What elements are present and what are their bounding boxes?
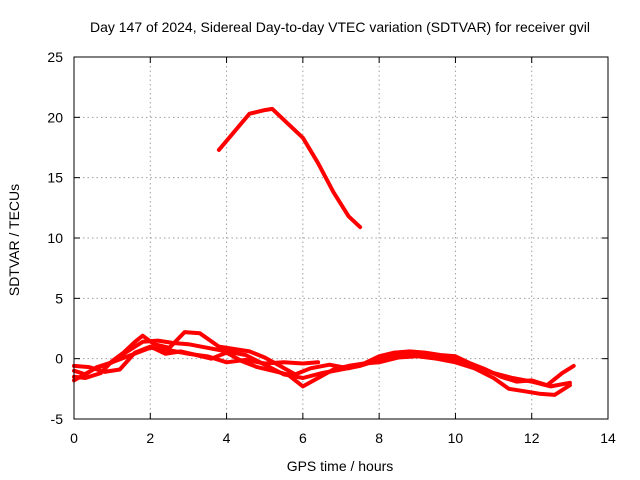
x-tick-label: 6 — [299, 430, 307, 446]
tick-layer: 0 2 4 6 8 10 12 14 -5 0 5 10 15 20 25 — [47, 49, 616, 446]
y-tick-label: 5 — [55, 290, 63, 306]
y-tick-label: 25 — [47, 49, 63, 65]
x-tick-label: 2 — [146, 430, 154, 446]
y-tick-label: -5 — [51, 411, 64, 427]
series-arc-c — [72, 344, 572, 397]
x-tick-label: 8 — [375, 430, 383, 446]
x-tick-label: 12 — [524, 430, 540, 446]
x-tick-label: 10 — [448, 430, 464, 446]
series-layer — [72, 106, 576, 397]
chart-title: Day 147 of 2024, Sidereal Day-to-day VTE… — [90, 19, 590, 35]
series-arc-b — [72, 330, 576, 388]
series-arc-d — [72, 345, 321, 383]
y-tick-label: 20 — [47, 109, 63, 125]
y-tick-label: 10 — [47, 230, 63, 246]
y-tick-label: 0 — [55, 351, 63, 367]
y-axis-label: SDTVAR / TECUs — [6, 184, 22, 296]
y-tick-label: 15 — [47, 170, 63, 186]
x-tick-label: 4 — [223, 430, 231, 446]
x-tick-label: 0 — [70, 430, 78, 446]
x-tick-label: 14 — [600, 430, 616, 446]
x-axis-label: GPS time / hours — [287, 458, 394, 474]
grid-layer — [74, 57, 608, 419]
series-arc-high — [216, 106, 363, 230]
